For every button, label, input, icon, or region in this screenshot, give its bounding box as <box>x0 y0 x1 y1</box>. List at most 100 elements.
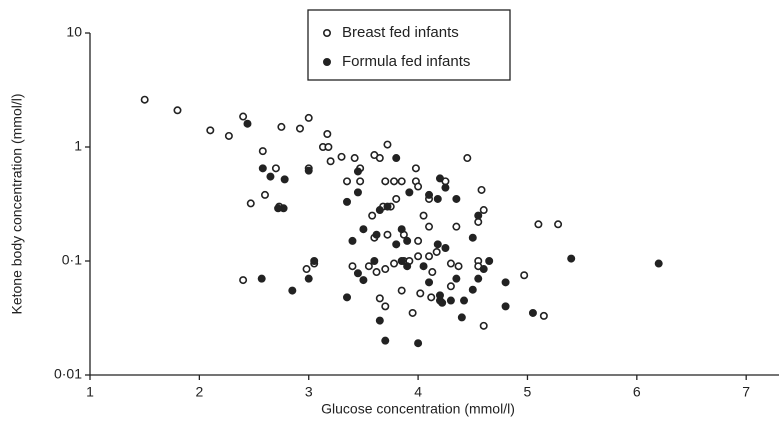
x-tick-label: 2 <box>195 384 203 400</box>
point <box>350 154 359 163</box>
point <box>257 274 266 283</box>
point <box>258 147 267 156</box>
point <box>372 268 381 277</box>
point <box>468 233 477 242</box>
y-tick-label: 0·01 <box>54 366 82 382</box>
point <box>368 211 377 220</box>
point <box>501 302 510 311</box>
point <box>446 259 455 268</box>
point <box>375 154 384 163</box>
point <box>425 252 434 261</box>
point <box>419 262 428 271</box>
y-tick-label: 10 <box>66 24 82 40</box>
point <box>359 225 368 234</box>
point <box>534 220 543 229</box>
point <box>460 296 469 305</box>
point <box>381 302 390 311</box>
point <box>567 254 576 263</box>
point <box>295 124 304 133</box>
point <box>433 194 442 203</box>
point <box>403 236 412 245</box>
point <box>477 185 486 194</box>
point <box>326 157 335 166</box>
point <box>324 143 333 152</box>
point <box>243 119 252 128</box>
point <box>381 336 390 345</box>
point <box>348 236 357 245</box>
point <box>304 113 313 122</box>
point <box>397 256 406 265</box>
point <box>454 262 463 271</box>
point <box>206 126 215 135</box>
point <box>277 122 286 131</box>
point <box>348 262 357 271</box>
x-tick-label: 1 <box>86 384 94 400</box>
point <box>337 152 346 161</box>
point <box>411 164 420 173</box>
point <box>392 154 401 163</box>
point <box>654 259 663 268</box>
point <box>239 276 248 285</box>
point <box>414 339 423 348</box>
point <box>392 194 401 203</box>
x-tick-label: 4 <box>414 384 422 400</box>
point <box>425 222 434 231</box>
point <box>279 204 288 213</box>
point <box>416 289 425 298</box>
point <box>554 220 563 229</box>
point <box>452 222 461 231</box>
point <box>304 274 313 283</box>
point <box>260 190 269 199</box>
point <box>375 316 384 325</box>
point <box>468 285 477 294</box>
point <box>397 225 406 234</box>
point <box>485 256 494 265</box>
point <box>266 172 275 181</box>
point <box>304 166 313 175</box>
point <box>258 164 267 173</box>
point <box>414 252 423 261</box>
point <box>353 188 362 197</box>
point <box>288 286 297 295</box>
point <box>173 106 182 115</box>
x-axis-title: Glucose concentration (mmol/l) <box>321 401 515 417</box>
point <box>383 140 392 149</box>
point <box>239 112 248 121</box>
point <box>403 262 412 271</box>
y-tick-label: 1 <box>74 138 82 154</box>
legend-label: Breast fed infants <box>342 24 459 41</box>
point <box>479 265 488 274</box>
point <box>140 95 149 104</box>
point <box>383 230 392 239</box>
point <box>302 265 311 274</box>
point <box>343 293 352 302</box>
point <box>224 131 233 140</box>
point <box>353 167 362 176</box>
point <box>474 211 483 220</box>
point <box>479 206 488 215</box>
point <box>479 321 488 330</box>
point <box>246 199 255 208</box>
point <box>539 311 548 320</box>
point <box>435 174 444 183</box>
x-tick-label: 7 <box>742 384 750 400</box>
point <box>280 175 289 184</box>
point <box>528 308 537 317</box>
point <box>446 296 455 305</box>
x-tick-label: 5 <box>524 384 532 400</box>
point <box>343 177 352 186</box>
point <box>452 194 461 203</box>
point <box>501 278 510 287</box>
point <box>343 197 352 206</box>
point <box>433 240 442 249</box>
point <box>397 286 406 295</box>
point <box>383 202 392 211</box>
point <box>446 282 455 291</box>
point <box>364 262 373 271</box>
point <box>390 259 399 268</box>
point <box>427 293 436 302</box>
point <box>520 271 529 280</box>
point <box>356 177 365 186</box>
point <box>474 274 483 283</box>
